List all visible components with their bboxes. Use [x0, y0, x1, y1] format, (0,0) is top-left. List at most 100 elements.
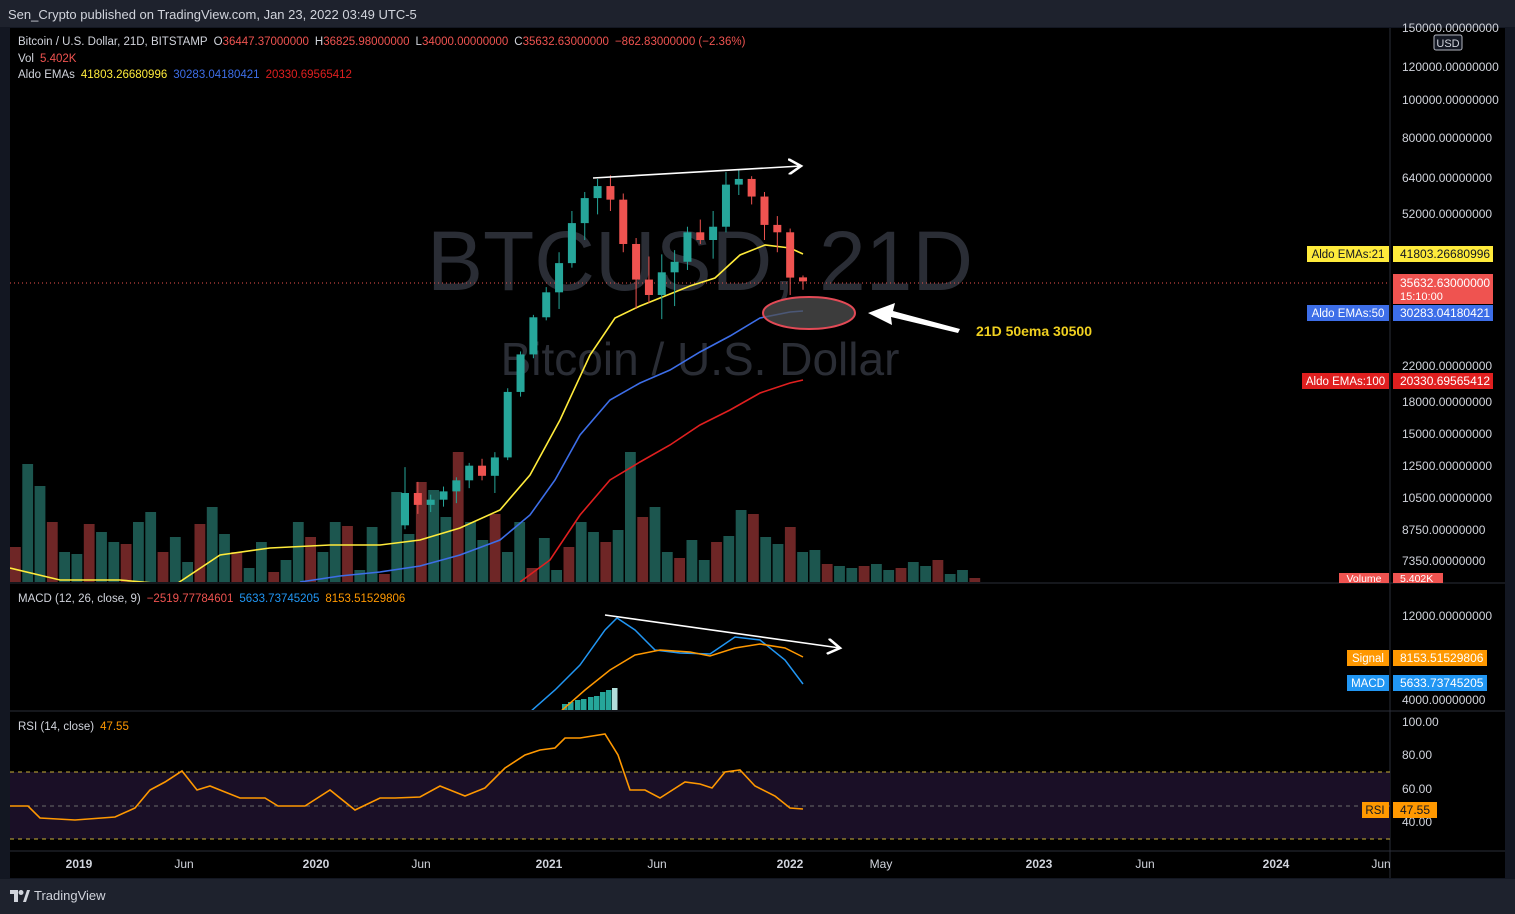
- ema100-line: [519, 379, 804, 582]
- volume-bar: [489, 514, 501, 582]
- volume-bar: [760, 537, 772, 582]
- rsi-tick-label: 100.00: [1402, 715, 1439, 729]
- volume-bar: [71, 554, 83, 582]
- price-tick-label: 100000.00000000: [1402, 93, 1499, 107]
- countdown-text: 15:10:00: [1400, 291, 1443, 303]
- volume-bar: [723, 536, 735, 582]
- price-tick-label: 22000.00000000: [1402, 359, 1492, 373]
- volume-bar: [907, 562, 919, 582]
- macd-hist-bar: [600, 692, 606, 710]
- volume-bar: [858, 566, 870, 582]
- candle-body: [670, 261, 679, 273]
- candle-body: [452, 480, 461, 492]
- macd-pane: [531, 617, 804, 710]
- publish-info: Sen_Crypto published on TradingView.com,…: [8, 7, 417, 22]
- brand-name: TradingView: [34, 888, 106, 903]
- volume-bar: [391, 492, 403, 582]
- ema100-label-tag-text: Aldo EMAs:100: [1306, 376, 1385, 388]
- volume-legend: Vol 5.402K: [18, 53, 82, 65]
- candle-body: [401, 493, 409, 526]
- volume-bar: [194, 524, 206, 582]
- ema50-value: 30283.04180421: [173, 69, 260, 81]
- volume-bar: [133, 522, 144, 582]
- volume-bar: [329, 522, 341, 582]
- ema100-label-value-text: 20330.69565412: [1400, 374, 1490, 388]
- macd-tick-label: 12000.00000000: [1402, 609, 1492, 623]
- candle-body: [632, 243, 641, 280]
- highlight-ellipse: [762, 296, 856, 330]
- time-tick-label: 2022: [777, 857, 804, 871]
- time-tick-label: Jun: [647, 857, 666, 871]
- volume-tag: [1339, 573, 1389, 583]
- volume-bar: [157, 552, 169, 582]
- ema50-label-value-box: [1393, 305, 1493, 321]
- macd-divergence-arrow: [604, 614, 840, 648]
- ema21-label-value-text: 41803.26680996: [1400, 247, 1490, 261]
- time-tick-label: Jun: [1135, 857, 1154, 871]
- ema-label: Aldo EMAs: [18, 69, 75, 81]
- volume-bar: [317, 552, 329, 582]
- volume-bar: [10, 547, 21, 582]
- ema100-label-tag: [1302, 373, 1389, 389]
- volume-bar: [686, 540, 698, 582]
- volume-bar: [600, 542, 612, 582]
- volume-bar: [698, 560, 710, 582]
- candle-body: [606, 186, 615, 200]
- volume-bar: [551, 570, 562, 582]
- rsi-tag: [1362, 802, 1389, 818]
- volume-bar: [957, 570, 968, 582]
- volume-bar: [575, 522, 587, 582]
- rsi-tick-label: 80.00: [1402, 748, 1432, 762]
- candle-body: [644, 279, 653, 295]
- ema50-label-tag-text: Aldo EMAs:50: [1312, 308, 1385, 320]
- time-tick-label: 2024: [1263, 857, 1290, 871]
- low-value: 34000.00000000: [421, 36, 509, 48]
- rsi-tick-label: 40.00: [1402, 815, 1432, 829]
- currency-label: USD: [1436, 38, 1459, 50]
- volume-bar: [268, 572, 280, 582]
- ema-legend: Aldo EMAs 41803.26680996 30283.04180421 203…: [18, 69, 358, 81]
- volume-bar: [22, 464, 34, 582]
- volume-bar: [649, 507, 661, 582]
- volume-bar: [661, 552, 673, 582]
- signal-value-box: [1393, 650, 1487, 666]
- candle-body: [734, 178, 743, 185]
- volume-bar: [305, 537, 316, 582]
- volume-bar: [797, 552, 808, 582]
- volume-bar: [846, 568, 858, 582]
- candle-body: [413, 493, 422, 505]
- volume-bar: [108, 542, 120, 582]
- macd-legend: MACD (12, 26, close, 9) −2519.77784601 563…: [18, 593, 411, 605]
- candle-body: [799, 277, 807, 282]
- macd-value-text: 5633.73745205: [1400, 676, 1484, 690]
- volume-bar: [280, 560, 292, 582]
- volume-bar: [932, 560, 944, 582]
- volume-bar: [440, 517, 452, 582]
- macd-line-value: 5633.73745205: [239, 593, 320, 605]
- volume-bar: [465, 522, 476, 582]
- symbol-title: Bitcoin / U.S. Dollar, 21D, BITSTAMP: [18, 36, 208, 48]
- rsi-tick-label: 60.00: [1402, 782, 1432, 796]
- candle-body: [426, 499, 435, 505]
- time-tick-label: Jun: [174, 857, 193, 871]
- tradingview-logo[interactable]: TradingView: [10, 888, 106, 903]
- volume-bar: [59, 552, 70, 582]
- macd-hist-bar: [588, 697, 594, 710]
- pointer-arrow: [868, 303, 960, 333]
- volume-bar: [711, 542, 722, 582]
- price-tick-label: 52000.00000000: [1402, 207, 1492, 221]
- macd-signal-value: 8153.51529806: [325, 593, 406, 605]
- candle-body: [529, 317, 538, 355]
- ema50-label-tag: [1307, 305, 1389, 321]
- volume-tag-text: Volume: [1346, 573, 1381, 585]
- close-label: C: [514, 36, 523, 48]
- rsi-value-box: [1393, 802, 1437, 818]
- macd-hist-value: −2519.77784601: [146, 593, 234, 605]
- trend-arrow: [592, 166, 801, 179]
- price-tick-label: 150000.00000000: [1402, 21, 1499, 35]
- volume-bar: [34, 486, 46, 582]
- candle-body: [683, 232, 692, 262]
- ema-lines: [10, 244, 804, 582]
- macd-hist-bar: [575, 700, 581, 710]
